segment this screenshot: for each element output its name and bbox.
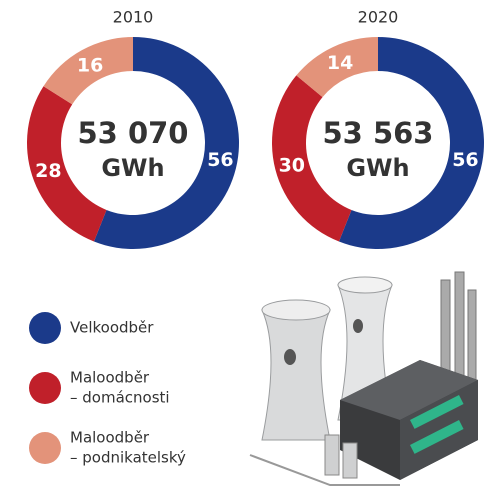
legend-swatch [29,432,61,464]
legend-label: Maloodběr [70,429,150,447]
chart-title: 2020 [358,8,399,27]
chart-title: 2010 [113,8,154,27]
legend-label: Maloodběr [70,369,150,387]
data-label: 56 [452,149,478,171]
infographic: 2010 56 28 16 53 070 GWh 2020 56 30 14 53 563 GWh Ve… [0,0,485,494]
legend-label: – domácnosti [70,389,170,407]
legend-label: Velkoodběr [70,319,154,337]
center-value: 53 563 [323,116,434,150]
legend-label: – podnikatelský [70,449,186,467]
center-unit: GWh [346,154,409,182]
center-value: 53 070 [78,116,189,150]
legend-swatch [29,372,61,404]
data-label: 28 [35,160,61,182]
data-label: 16 [77,55,103,77]
power-plant-illustration [250,272,478,485]
data-label: 30 [279,155,305,177]
data-label: 56 [207,149,233,171]
center-unit: GWh [101,154,164,182]
data-label: 14 [327,52,353,74]
legend-swatch [29,312,61,344]
